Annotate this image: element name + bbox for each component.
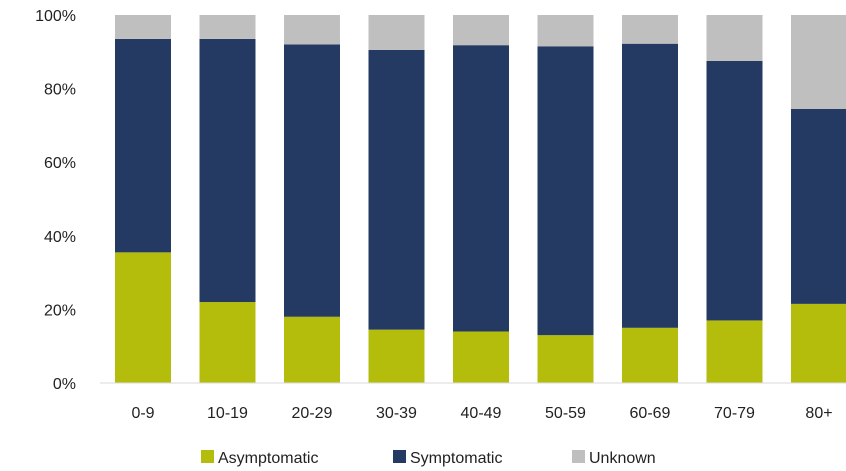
- y-tick-label: 0%: [53, 376, 76, 393]
- y-tick-label: 100%: [35, 8, 76, 25]
- bar-segment-symptomatic-80+: [791, 108, 846, 304]
- bar-segment-asymptomatic-10-19: [199, 302, 256, 383]
- bars: [115, 15, 846, 383]
- x-tick-label: 10-19: [207, 405, 248, 422]
- x-tick-label: 70-79: [714, 405, 755, 422]
- bar-segment-symptomatic-50-59: [537, 46, 594, 336]
- bar-segment-symptomatic-10-19: [199, 38, 256, 303]
- bar-segment-unknown-80+: [791, 15, 846, 109]
- bar-segment-asymptomatic-40-49: [453, 331, 509, 383]
- bar-segment-unknown-10-19: [199, 15, 256, 39]
- x-tick-label: 30-39: [376, 405, 417, 422]
- x-tick-label: 0-9: [131, 405, 154, 422]
- bar-segment-asymptomatic-60-69: [622, 327, 678, 383]
- bar-segment-asymptomatic-20-29: [284, 316, 340, 383]
- bar-segment-symptomatic-40-49: [453, 45, 509, 332]
- bar-segment-symptomatic-30-39: [368, 49, 425, 330]
- legend-swatch-asymptomatic: [201, 450, 214, 463]
- bar-segment-unknown-70-79: [706, 15, 763, 61]
- bar-segment-unknown-40-49: [453, 15, 509, 46]
- bar-segment-unknown-0-9: [115, 15, 171, 39]
- x-tick-label: 80+: [805, 405, 832, 422]
- x-tick-label: 60-69: [630, 405, 671, 422]
- bar-segment-asymptomatic-50-59: [537, 335, 594, 383]
- bar-segment-symptomatic-60-69: [622, 43, 678, 328]
- y-axis-ticks: 0% 20% 40% 60% 80% 100%: [35, 8, 76, 393]
- x-tick-label: 50-59: [545, 405, 586, 422]
- x-tick-label: 40-49: [461, 405, 502, 422]
- legend-label-unknown: Unknown: [589, 450, 656, 467]
- bar-segment-asymptomatic-30-39: [368, 329, 425, 383]
- bar-segment-symptomatic-70-79: [706, 61, 763, 321]
- bar-segment-asymptomatic-80+: [791, 303, 846, 383]
- bar-segment-unknown-60-69: [622, 15, 678, 44]
- legend-swatch-symptomatic: [393, 450, 406, 463]
- y-tick-label: 80%: [44, 82, 76, 99]
- x-axis-ticks: 0-9 10-19 20-29 30-39 40-49 50-59 60-69 70-79 80…: [131, 405, 832, 422]
- bar-segment-unknown-30-39: [368, 15, 425, 50]
- y-tick-label: 60%: [44, 155, 76, 172]
- bar-segment-unknown-50-59: [537, 15, 594, 47]
- legend-label-symptomatic: Symptomatic: [410, 450, 502, 467]
- bar-segment-asymptomatic-70-79: [706, 320, 763, 383]
- bar-segment-unknown-20-29: [284, 15, 340, 45]
- x-tick-label: 20-29: [292, 405, 333, 422]
- legend: Asymptomatic Symptomatic Unknown: [201, 450, 656, 467]
- bar-segment-symptomatic-20-29: [284, 44, 340, 317]
- y-tick-label: 20%: [44, 302, 76, 319]
- y-tick-label: 40%: [44, 229, 76, 246]
- bar-segment-asymptomatic-0-9: [115, 252, 171, 383]
- bar-segment-symptomatic-0-9: [115, 38, 171, 253]
- legend-swatch-unknown: [572, 450, 585, 463]
- legend-label-asymptomatic: Asymptomatic: [218, 450, 318, 467]
